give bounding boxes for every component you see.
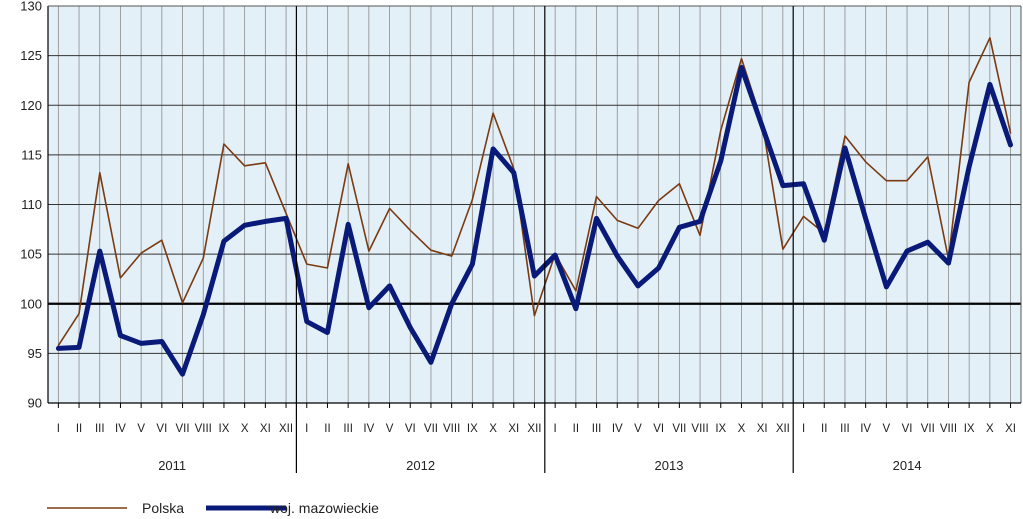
- x-month-label: VIII: [691, 423, 708, 435]
- x-month-label: I: [305, 423, 308, 435]
- x-month-label: I: [57, 423, 60, 435]
- series-layer: [55, 36, 1013, 377]
- x-month-label: VI: [156, 423, 167, 435]
- x-year-label: 2012: [406, 458, 435, 473]
- x-month-label: XI: [260, 423, 271, 435]
- x-month-label: IX: [964, 423, 975, 435]
- x-month-label: VIII: [443, 423, 460, 435]
- x-month-label: III: [343, 423, 353, 435]
- x-month-label: IX: [715, 423, 726, 435]
- x-month-label: IV: [115, 423, 126, 435]
- y-tick-label: 125: [20, 48, 42, 63]
- y-tick-label: 90: [28, 396, 42, 411]
- x-month-label: V: [386, 423, 394, 435]
- x-month-label: I: [802, 423, 805, 435]
- y-tick-labels: 90 95 100 105 110 115 120 125 130: [20, 0, 42, 411]
- y-tick-label: 120: [20, 98, 42, 113]
- y-tick-label: 110: [21, 197, 42, 212]
- x-month-label: IV: [363, 423, 374, 435]
- y-tick-label: 105: [20, 247, 42, 262]
- x-month-label: V: [137, 423, 145, 435]
- y-tick-label: 100: [20, 296, 42, 311]
- y-tick-label: 115: [21, 147, 42, 162]
- x-month-label: X: [489, 423, 497, 435]
- axes: [47, 5, 1022, 473]
- y-tick-label: 130: [20, 0, 42, 14]
- x-month-label: X: [738, 423, 746, 435]
- x-month-label: V: [634, 423, 642, 435]
- x-month-label: IX: [467, 423, 478, 435]
- x-month-label: XI: [757, 423, 768, 435]
- legend-label: Polska: [142, 500, 184, 516]
- x-month-label: VI: [653, 423, 664, 435]
- x-month-label: IV: [860, 423, 871, 435]
- x-month-label: III: [840, 423, 850, 435]
- y-tick-label: 95: [28, 346, 42, 361]
- x-month-label: VI: [902, 423, 913, 435]
- legend: Polska woj. mazowieckie: [47, 500, 379, 516]
- x-month-label: VII: [176, 423, 190, 435]
- x-month-label: VI: [405, 423, 416, 435]
- x-month-label: IV: [612, 423, 623, 435]
- x-month-label: IX: [219, 423, 230, 435]
- x-month-label: I: [554, 423, 557, 435]
- x-month-label: II: [324, 423, 330, 435]
- x-year-label: 2013: [655, 458, 684, 473]
- x-month-label: XII: [776, 423, 790, 435]
- x-month-label: XII: [279, 423, 293, 435]
- x-month-label: XI: [508, 423, 519, 435]
- x-month-label: III: [95, 423, 105, 435]
- x-month-label: VII: [424, 423, 438, 435]
- x-month-label: III: [592, 423, 602, 435]
- x-month-label: XI: [1005, 423, 1016, 435]
- series-line-polska: [57, 36, 1012, 347]
- x-month-label: VII: [921, 423, 935, 435]
- x-year-label: 2011: [158, 458, 186, 473]
- x-month-label: II: [76, 423, 82, 435]
- x-month-label: X: [241, 423, 249, 435]
- x-month-label: VIII: [195, 423, 212, 435]
- x-month-label: XII: [527, 423, 541, 435]
- x-month-label: II: [821, 423, 827, 435]
- x-month-label: X: [986, 423, 994, 435]
- series-line-woj-mazowieckie: [55, 65, 1013, 377]
- x-month-label: VII: [672, 423, 686, 435]
- x-month-labels: I II III IV V VI VII VIII IX X XI XII I II III IV V VI VII…: [57, 423, 1016, 435]
- x-month-label: VIII: [940, 423, 957, 435]
- legend-label: woj. mazowieckie: [269, 500, 379, 516]
- x-month-label: II: [573, 423, 579, 435]
- x-year-label: 2014: [893, 458, 922, 473]
- x-year-labels: 2011 2012 2013 2014: [158, 458, 921, 473]
- x-month-label: V: [883, 423, 891, 435]
